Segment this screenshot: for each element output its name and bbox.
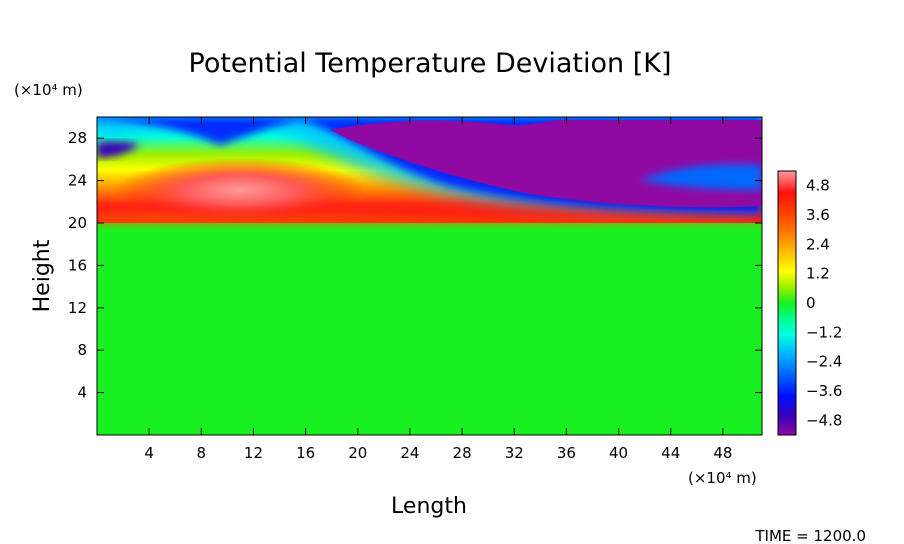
y-axis-unit: (×10⁴ m)	[14, 81, 83, 99]
y-tick-label: 16	[68, 256, 87, 274]
colorbar-tick-label: −2.4	[806, 353, 842, 371]
x-tick-label: 28	[453, 444, 472, 462]
chart-title: Potential Temperature Deviation [K]	[189, 48, 672, 79]
y-tick-label: 8	[77, 341, 87, 359]
x-tick-label: 4	[144, 444, 154, 462]
x-tick-label: 48	[713, 444, 732, 462]
colorbar-tick-label: 4.8	[806, 177, 830, 195]
y-axis-label: Height	[30, 239, 55, 312]
y-tick-label: 20	[68, 214, 87, 232]
cool-tongue-right	[640, 164, 762, 190]
y-tick-label: 24	[68, 172, 87, 190]
x-axis-unit: (×10⁴ m)	[688, 469, 757, 487]
colorbar-ticks: 4.8 3.6 2.4 1.2 0 −1.2 −2.4 −3.6 −4.8	[806, 177, 842, 430]
colorbar-tick-label: −3.6	[806, 382, 842, 400]
x-tick-label: 32	[505, 444, 524, 462]
colorbar-tick-label: 0	[806, 294, 816, 312]
colorbar-tick-label: −4.8	[806, 411, 842, 429]
warm-core	[115, 158, 365, 222]
y-tick-label: 12	[68, 299, 87, 317]
x-tick-label: 36	[557, 444, 576, 462]
colorbar	[777, 170, 797, 436]
x-tick-label: 40	[609, 444, 628, 462]
cold-core	[330, 120, 762, 208]
x-axis-label: Length	[391, 494, 467, 519]
heatmap-field	[97, 117, 762, 435]
colorbar-tick-label: 1.2	[806, 265, 830, 283]
y-tick-label: 28	[68, 129, 87, 147]
x-tick-label: 16	[296, 444, 315, 462]
y-axis-ticks: 4 8 12 16 20 24 28	[68, 129, 762, 402]
x-tick-label: 8	[197, 444, 207, 462]
x-tick-label: 44	[661, 444, 680, 462]
x-tick-label: 12	[244, 444, 263, 462]
x-axis-ticks: 4 8 12 16 20 24 28 32 36 40 44 48	[144, 117, 732, 462]
y-tick-label: 4	[77, 384, 87, 402]
time-label: TIME = 1200.0	[754, 527, 866, 544]
colorbar-tick-label: 3.6	[806, 206, 830, 224]
x-tick-label: 24	[400, 444, 419, 462]
plot-frame	[96, 116, 763, 436]
colorbar-tick-label: −1.2	[806, 323, 842, 341]
colorbar-tick-label: 2.4	[806, 235, 830, 253]
cool-core-left	[97, 141, 140, 158]
x-tick-label: 20	[348, 444, 367, 462]
